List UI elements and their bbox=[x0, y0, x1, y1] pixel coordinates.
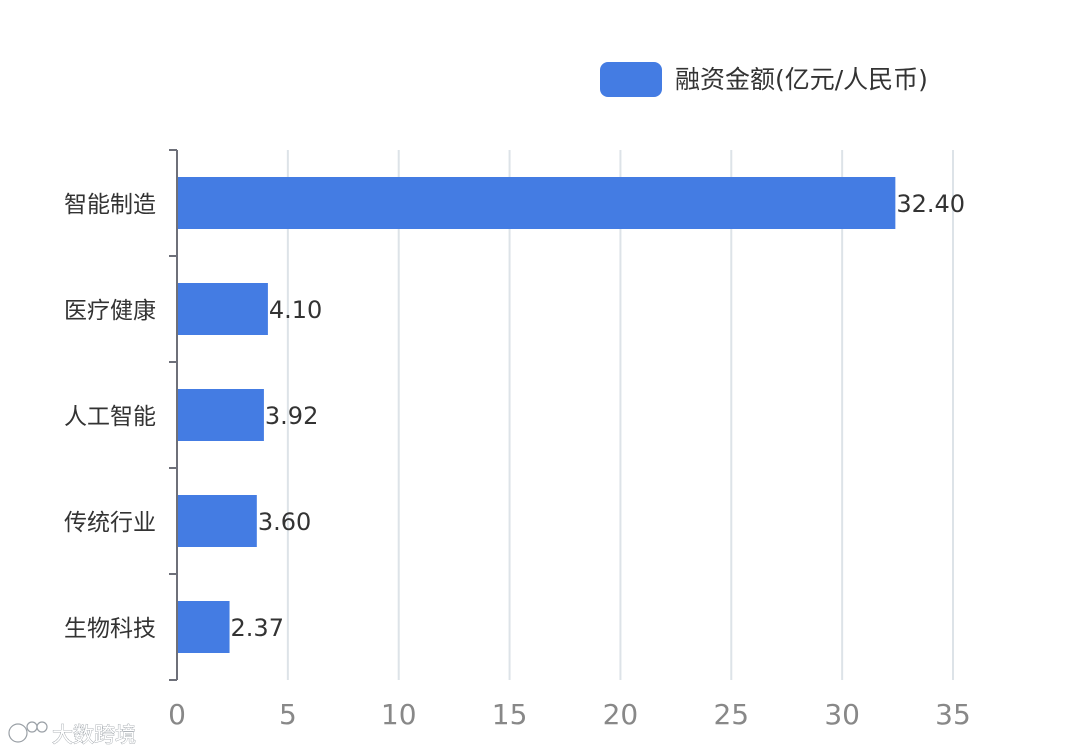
data-label: 32.40 bbox=[896, 190, 965, 218]
x-tick-label: 0 bbox=[168, 698, 186, 731]
axes bbox=[169, 149, 178, 681]
bar bbox=[177, 601, 230, 653]
data-label: 4.10 bbox=[269, 296, 322, 324]
bar bbox=[177, 495, 257, 547]
legend[interactable]: 融资金额(亿元/人民币) bbox=[600, 62, 928, 97]
bar bbox=[177, 177, 896, 229]
bar bbox=[177, 283, 268, 335]
x-tick-label: 10 bbox=[381, 698, 417, 731]
bars bbox=[177, 177, 896, 653]
watermark-text: 大数跨境 bbox=[52, 723, 136, 747]
category-label: 人工智能 bbox=[64, 404, 156, 430]
category-label: 医疗健康 bbox=[64, 298, 156, 324]
x-tick-label: 35 bbox=[935, 698, 971, 731]
legend-swatch[interactable] bbox=[600, 62, 662, 97]
grid-lines bbox=[286, 150, 954, 680]
watermark-logo-icon: 大数跨境 bbox=[7, 721, 136, 747]
category-label: 传统行业 bbox=[64, 510, 156, 536]
x-tick-label: 30 bbox=[824, 698, 860, 731]
x-tick-label: 5 bbox=[279, 698, 297, 731]
x-tick-label: 15 bbox=[492, 698, 528, 731]
legend-label[interactable]: 融资金额(亿元/人民币) bbox=[675, 65, 928, 94]
x-tick-label: 20 bbox=[603, 698, 639, 731]
x-tick-label: 25 bbox=[713, 698, 749, 731]
category-label: 生物科技 bbox=[64, 616, 156, 642]
data-label: 2.37 bbox=[231, 614, 284, 642]
category-label: 智能制造 bbox=[64, 192, 156, 218]
x-tick-labels: 0 5 10 15 20 25 30 35 bbox=[168, 698, 971, 731]
data-label: 3.92 bbox=[265, 402, 318, 430]
data-label: 3.60 bbox=[258, 508, 311, 536]
data-labels: 32.40 4.10 3.92 3.60 2.37 bbox=[231, 190, 966, 642]
bar bbox=[177, 389, 264, 441]
watermark: 大数跨境 bbox=[6, 716, 146, 750]
